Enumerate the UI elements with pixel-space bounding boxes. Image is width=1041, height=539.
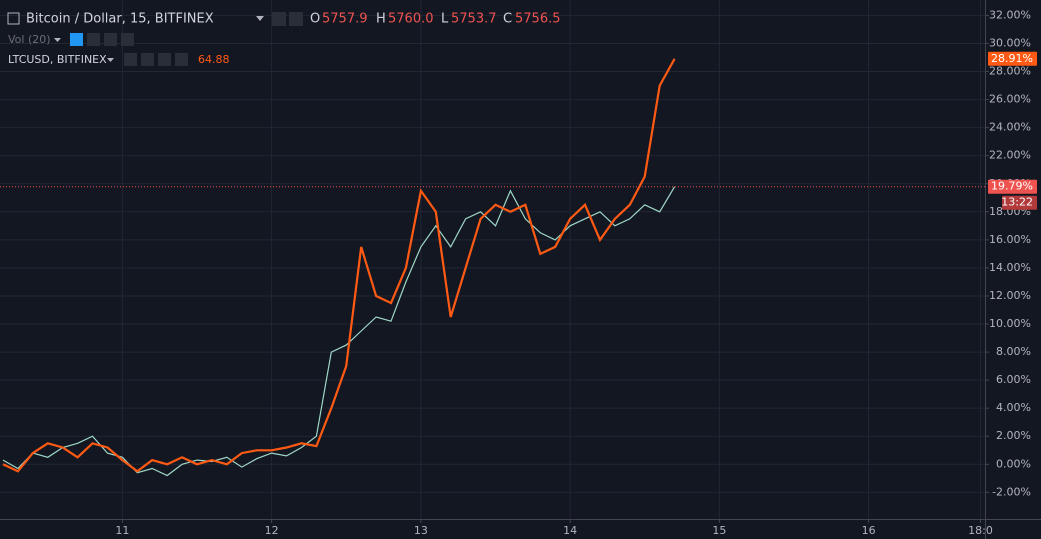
y-tick-label: -2.00% <box>992 485 1031 498</box>
axes: -2.00% 0.00% 2.00% 4.00% 6.00% 8.00% 10.00% 12.… <box>115 8 1037 537</box>
dropdown[interactable] <box>107 58 114 62</box>
y-tick-label: 0.00% <box>996 457 1031 470</box>
last-value-label: 28.91% <box>991 52 1033 65</box>
add-icon[interactable] <box>158 53 171 66</box>
x-tick-label: 11 <box>115 524 129 537</box>
settings-icon[interactable] <box>289 12 303 26</box>
settings-icon[interactable] <box>87 33 100 46</box>
add-icon[interactable] <box>104 33 117 46</box>
x-tick-label: 16 <box>862 524 876 537</box>
compare-value: 64.88 <box>198 53 230 66</box>
y-tick-label: 26.00% <box>989 93 1031 106</box>
ohlc-value: 5757.9 <box>322 12 368 27</box>
x-tick-label: 18:0 <box>968 524 993 537</box>
close-icon[interactable] <box>175 53 188 66</box>
last-value-box <box>988 179 1037 194</box>
ohlc-key: H <box>376 12 386 27</box>
compare-label[interactable]: LTCUSD, BITFINEX <box>8 53 107 66</box>
last-value-box <box>988 51 1037 66</box>
ohlc-key: L <box>441 12 449 27</box>
close-icon[interactable] <box>121 33 134 46</box>
series-line <box>2 58 676 473</box>
x-tick-label: 13 <box>414 524 428 537</box>
last-value-label: 19.79% <box>991 180 1033 193</box>
symbol-title[interactable]: Bitcoin / Dollar, 15, BITFINEX <box>26 12 214 27</box>
grid <box>0 0 985 519</box>
countdown-label: 13:22 <box>1001 196 1033 209</box>
countdown-box <box>1002 195 1037 210</box>
y-tick-label: 22.00% <box>989 149 1031 162</box>
dropdown[interactable] <box>256 16 264 21</box>
y-tick-label: 28.00% <box>989 65 1031 78</box>
y-tick-label: 6.00% <box>996 373 1031 386</box>
ohlc-value: 5760.0 <box>388 12 434 27</box>
y-tick-label: 10.00% <box>989 317 1031 330</box>
settings-icon[interactable] <box>141 53 154 66</box>
eye-icon[interactable] <box>70 33 83 46</box>
ohlc-key: C <box>503 12 512 27</box>
dropdown[interactable] <box>54 38 61 42</box>
collapse-icon[interactable] <box>7 12 20 25</box>
legend-header: Bitcoin / Dollar, 15, BITFINEX O 5757.9 … <box>7 12 561 66</box>
y-tick-label: 2.00% <box>996 429 1031 442</box>
x-tick-label: 15 <box>712 524 726 537</box>
ohlc-value: 5753.7 <box>451 12 497 27</box>
x-tick-label: 14 <box>563 524 577 537</box>
volume-label[interactable]: Vol (20) <box>8 33 51 46</box>
y-tick-label: 8.00% <box>996 345 1031 358</box>
plot <box>0 58 985 477</box>
ohlc-value: 5756.5 <box>515 12 561 27</box>
ohlc-key: O <box>310 12 320 27</box>
x-tick-label: 12 <box>265 524 279 537</box>
y-tick-label: 30.00% <box>989 36 1031 49</box>
y-tick-label: 32.00% <box>989 8 1031 21</box>
eye-icon[interactable] <box>272 12 286 26</box>
y-tick-label: 4.00% <box>996 401 1031 414</box>
y-tick-label: 12.00% <box>989 289 1031 302</box>
y-tick-label: 14.00% <box>989 261 1031 274</box>
eye-icon[interactable] <box>124 53 137 66</box>
y-tick-label: 24.00% <box>989 121 1031 134</box>
y-tick-label: 16.00% <box>989 233 1031 246</box>
